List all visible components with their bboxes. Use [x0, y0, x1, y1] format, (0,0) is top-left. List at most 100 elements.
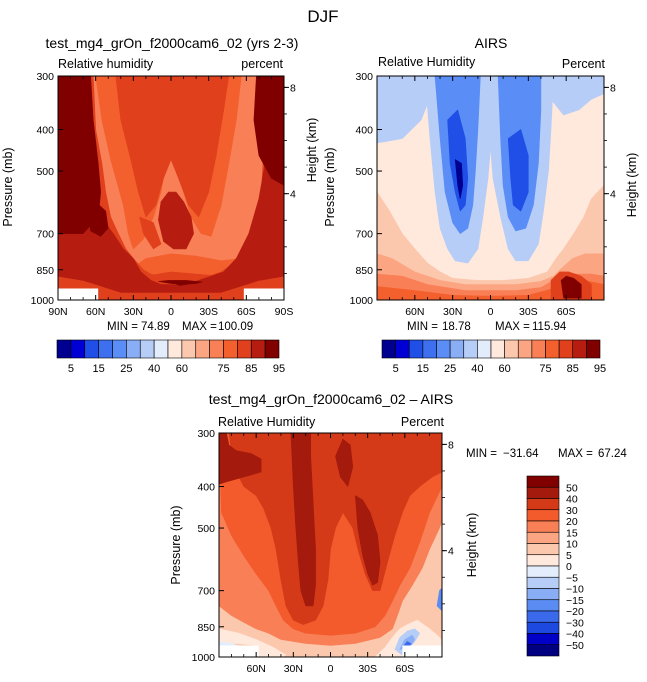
contour-band-6 — [158, 191, 194, 250]
colorbar-label: 10 — [566, 539, 578, 551]
colorbar-swatch — [526, 621, 560, 634]
height-axis: 84 — [284, 82, 296, 274]
y-tick-label: 300 — [197, 428, 215, 440]
colorbar-label: 0 — [566, 561, 572, 573]
y-tick-label: 400 — [36, 125, 54, 137]
colorbar-swatch — [545, 339, 560, 359]
colorbar-swatch — [504, 339, 519, 359]
contour-plot — [376, 75, 605, 301]
colorbar-label: 15 — [417, 363, 429, 375]
colorbar-label: 95 — [273, 363, 285, 375]
contour-band-13 — [507, 129, 529, 212]
panel-title: test_mg4_grOn_f2000cam6_02 – AIRS — [209, 391, 453, 407]
colorbar-swatch — [526, 543, 560, 556]
max-label: MAX = — [495, 321, 530, 333]
colorbar-label: 75 — [539, 363, 551, 375]
colorbar-label: 40 — [471, 363, 483, 375]
colorbar-swatch — [526, 531, 560, 544]
panel-title: AIRS — [475, 35, 508, 51]
contour-band-1 — [377, 185, 604, 300]
contour-band-10 — [253, 76, 284, 186]
missing-data-mask — [219, 645, 259, 657]
y-tick-label: 300 — [36, 71, 54, 83]
contour-band-5 — [139, 216, 162, 250]
colorbar-label: −30 — [566, 617, 584, 629]
y2-tick-label: 4 — [448, 546, 454, 558]
colorbar-label: −5 — [566, 572, 578, 584]
contour-plot — [218, 432, 443, 658]
colorbar-label: 60 — [176, 363, 188, 375]
contour-band-9 — [58, 76, 101, 234]
variable-label: Relative Humidity — [218, 415, 316, 429]
colorbar-swatch — [422, 339, 437, 359]
colorbar-swatch — [56, 339, 72, 359]
missing-data-mask — [243, 288, 284, 300]
min-label: MIN = — [407, 321, 438, 333]
colorbar-swatch — [408, 339, 424, 359]
x-tick-label: 90N — [48, 306, 67, 318]
contour-band-6 — [335, 438, 354, 487]
colorbar-swatch — [526, 588, 560, 601]
x-tick-label: 0 — [168, 306, 174, 318]
pressure-axis-label: Pressure (mb) — [323, 147, 337, 226]
height-axis-label: Height (km) — [305, 118, 319, 183]
min-value: 18.78 — [442, 321, 471, 333]
colorbar-swatch — [526, 520, 560, 533]
y-tick-label: 700 — [355, 229, 373, 241]
colorbar-label: 25 — [444, 363, 456, 375]
colorbar: 5 15 25 40 60 75 85 95 — [56, 339, 285, 375]
y2-tick-label: 8 — [610, 82, 616, 94]
colorbar-swatch — [526, 475, 560, 488]
x-tick-label: 0 — [488, 306, 494, 318]
colorbar-swatch — [531, 339, 546, 359]
colorbar-swatch — [126, 339, 141, 359]
colorbar-swatch — [181, 339, 197, 359]
colorbar-swatch — [526, 498, 560, 511]
contour-band-3 — [228, 433, 442, 625]
max-value: 100.09 — [218, 321, 253, 333]
contour-plot — [57, 75, 285, 301]
contour-band-4 — [115, 76, 230, 218]
colorbar: 5 15 25 40 60 75 85 95 — [381, 339, 606, 375]
min-value: 74.89 — [141, 321, 170, 333]
height-axis: 84 — [442, 439, 454, 631]
colorbar-swatch — [526, 599, 560, 612]
colorbar-swatch — [558, 339, 574, 359]
min-label: MIN = — [107, 321, 138, 333]
contour-band-7 — [377, 76, 441, 144]
panel-model: test_mg4_grOn_f2000cam6_02 (yrs 2-3) Rel… — [1, 35, 319, 375]
min-value: −31.64 — [503, 448, 539, 460]
colorbar-swatch — [572, 339, 587, 359]
colorbar-swatch — [167, 339, 183, 359]
x-tick-label: 30N — [124, 306, 143, 318]
colorbar-swatch — [463, 339, 478, 359]
panel-airs: AIRS Relative Humidity Percent 300400500… — [323, 35, 639, 375]
colorbar-label: 60 — [499, 363, 511, 375]
y-tick-label: 850 — [36, 265, 54, 277]
colorbar-label: 85 — [567, 363, 579, 375]
y2-tick-label: 8 — [290, 82, 296, 94]
colorbar-label: 30 — [566, 505, 578, 517]
colorbar-swatch — [84, 339, 99, 359]
colorbar-label: 85 — [245, 363, 257, 375]
units-label: Percent — [562, 57, 606, 71]
colorbar-label: 25 — [120, 363, 132, 375]
pressure-axis-label: Pressure (mb) — [1, 147, 15, 226]
colorbar-swatch — [70, 339, 86, 359]
colorbar-label: −50 — [566, 640, 584, 652]
x-tick-label: 0 — [328, 663, 334, 675]
colorbar-swatch — [153, 339, 169, 359]
colorbar-label: 50 — [566, 482, 578, 494]
colorbar-swatch — [139, 339, 155, 359]
units-label: percent — [241, 57, 283, 71]
x-tick-label: 90S — [275, 306, 294, 318]
x-tick-label: 30S — [199, 306, 218, 318]
y-tick-label: 500 — [36, 166, 54, 178]
missing-data-mask — [402, 645, 442, 657]
height-axis: 84 — [604, 82, 616, 274]
y-tick-label: 500 — [355, 166, 373, 178]
colorbar-swatch — [490, 339, 505, 359]
x-tick-label: 60S — [395, 663, 414, 675]
